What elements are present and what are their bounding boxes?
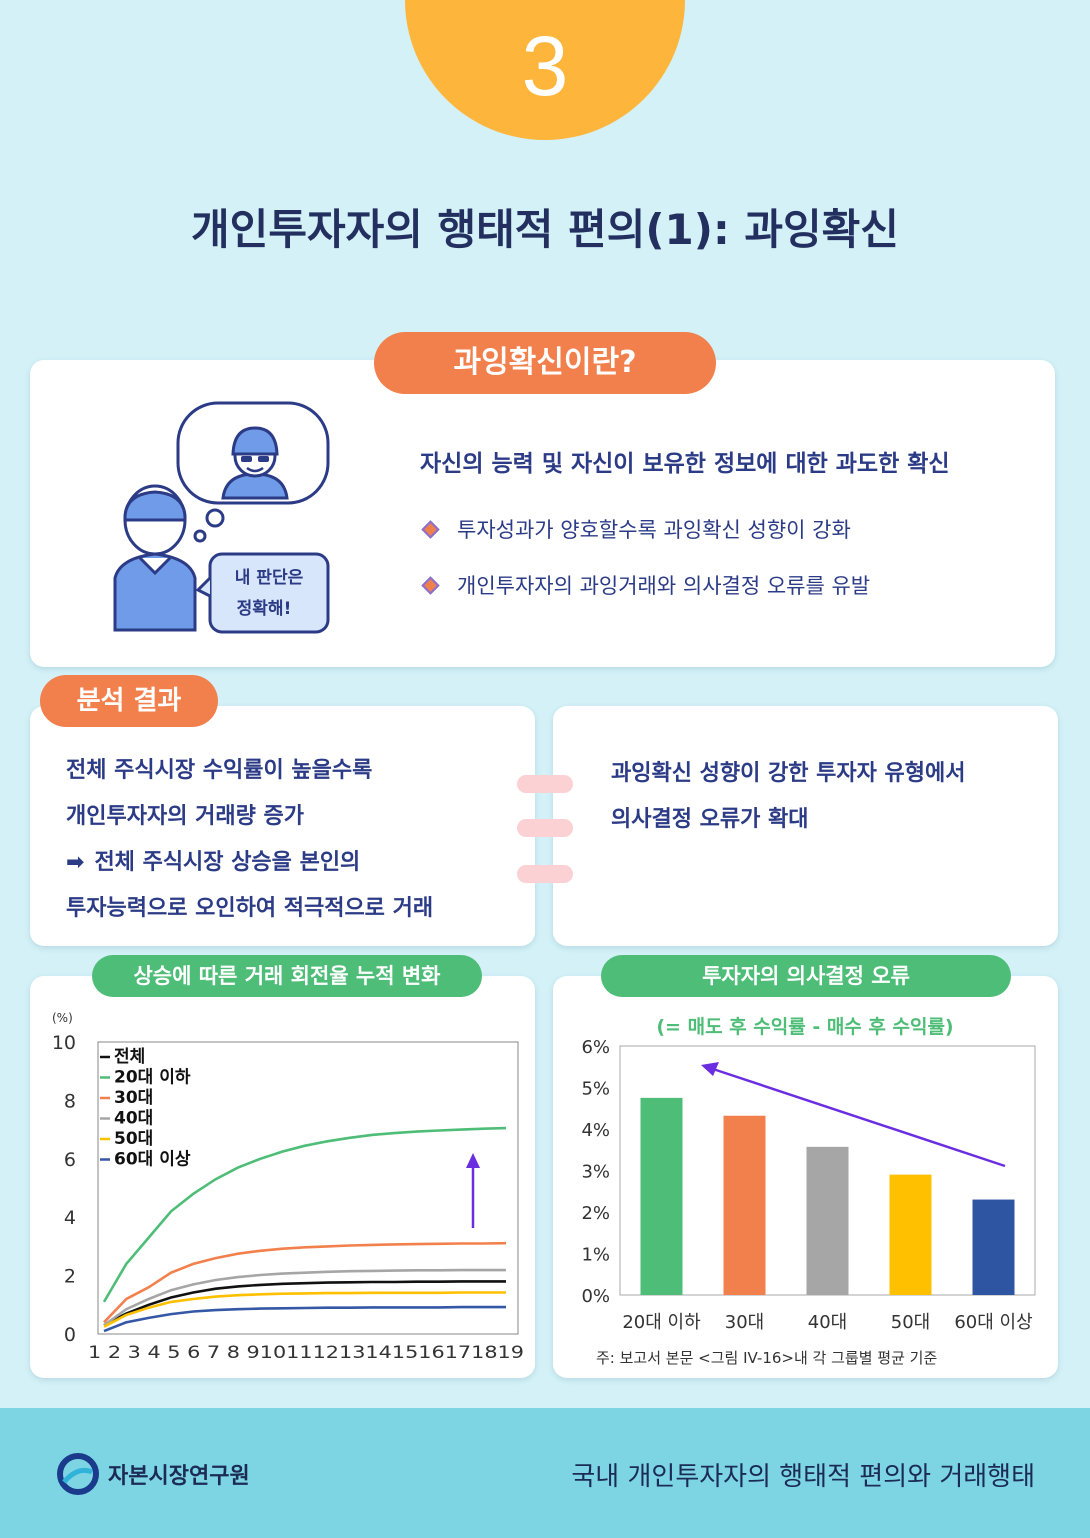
card-connector	[517, 819, 573, 837]
x-tick-label: 40대	[808, 1312, 847, 1333]
right-arrow-icon: ➡	[66, 850, 85, 875]
definition-pill: 과잉확신이란?	[374, 332, 716, 394]
analysis-left-line-3: ➡ 전체 주식시장 상승을 본인의	[66, 844, 360, 876]
x-tick-label: 50대	[891, 1312, 930, 1333]
y-tick-label: 6%	[581, 1037, 610, 1058]
analysis-left-line-4: 투자능력으로 오인하여 적극적으로 거래	[66, 896, 434, 921]
definition-bullet-1: 투자성과가 양호할수록 과잉확신 성향이 강화	[420, 514, 851, 544]
line-chart-title: 상승에 따른 거래 회전율 누적 변화	[92, 955, 482, 997]
x-tick-label: 60대 이상	[954, 1312, 1032, 1333]
y-tick-label: 6	[64, 1149, 76, 1171]
bar-20대 이하	[640, 1097, 683, 1295]
legend-label: 20대 이하	[114, 1068, 191, 1088]
y-tick-label: 2%	[581, 1203, 610, 1224]
y-tick-label: 0%	[581, 1286, 610, 1307]
org-name: 자본시장연구원	[108, 1464, 250, 1489]
bar-chart-card	[553, 976, 1058, 1378]
x-tick-label: 20대 이하	[622, 1312, 701, 1333]
plot-frame	[97, 1041, 519, 1335]
y-tick-label: 2	[64, 1266, 76, 1288]
bar-chart-title: 투자자의 의사결정 오류	[601, 955, 1011, 997]
diamond-bullet-icon	[421, 519, 440, 539]
speech-line-1: 내 판단은	[235, 568, 304, 588]
y-tick-label: 10	[52, 1032, 76, 1054]
y-tick-label: 4%	[581, 1120, 610, 1141]
footer	[0, 1408, 1090, 1538]
bar-60대 이상	[972, 1199, 1015, 1295]
y-tick-label: 1%	[581, 1245, 610, 1266]
y-tick-label: 3%	[581, 1162, 610, 1183]
x-tick-labels: 1 2 3 4 5 6 7 8 910111213141516171819	[88, 1343, 524, 1363]
up-arrow-head	[466, 1153, 480, 1168]
trend-arrow-shaft	[712, 1067, 1006, 1168]
kcmi-logo-icon	[57, 1453, 99, 1495]
definition-bullet-2: 개인투자자의 과잉거래와 의사결정 오류를 유발	[420, 570, 870, 600]
series-line-30대	[103, 1241, 507, 1324]
page-title: 개인투자자의 행태적 편의(1): 과잉확신	[191, 205, 899, 254]
legend-label: 60대 이상	[114, 1150, 191, 1170]
analysis-left-card	[30, 706, 535, 946]
y-tick-label: 8	[64, 1090, 76, 1112]
speech-line-2: 정확해!	[237, 599, 292, 619]
definition-text: 자신의 능력 및 자신이 보유한 정보에 대한 과도한 확신	[420, 451, 950, 477]
analysis-left-line-2: 개인투자자의 거래량 증가	[66, 804, 304, 829]
report-title: 국내 개인투자자의 행태적 편의와 거래행태	[571, 1462, 1035, 1492]
bar-40대	[806, 1146, 849, 1295]
legend-label: 30대	[114, 1088, 153, 1108]
legend-label: 전체	[114, 1047, 145, 1067]
y-tick-label: 0	[64, 1324, 76, 1346]
bullet-text: 투자성과가 양호할수록 과잉확신 성향이 강화	[457, 518, 851, 542]
analysis-right-card	[553, 706, 1058, 946]
analysis-left-line-1: 전체 주식시장 수익률이 높을수록	[66, 758, 373, 783]
analysis-right-line-2: 의사결정 오류가 확대	[611, 807, 809, 832]
analysis-right-line-1: 과잉확신 성향이 강한 투자자 유형에서	[611, 761, 966, 786]
series-line-40대	[103, 1268, 506, 1327]
series-line-60대 이상	[103, 1305, 506, 1333]
bar-50대	[889, 1174, 932, 1295]
section-number: 3	[521, 19, 569, 113]
y-tick-label: 5%	[581, 1079, 610, 1100]
card-connector	[517, 775, 573, 793]
overconfident-person-illustration: 내 판단은 정확해!	[113, 401, 330, 634]
series-line-20대 이하	[102, 1126, 507, 1303]
y-unit-label: (%)	[52, 1011, 73, 1025]
bullet-text: 개인투자자의 과잉거래와 의사결정 오류를 유발	[457, 574, 871, 598]
legend-label: 40대	[114, 1109, 153, 1129]
legend-label: 50대	[114, 1129, 153, 1149]
card-connector	[517, 865, 573, 883]
bar-chart-subtitle: (= 매도 후 수익률 - 매수 후 수익률)	[656, 1016, 954, 1038]
bar-chart: 0% 1% 2% 3% 4% 5% 6% 20대 이하 30대 40대 50대 60대 이상	[581, 1037, 1036, 1333]
series-line-전체	[103, 1280, 506, 1327]
analysis-left-line-3-text: 전체 주식시장 상승을 본인의	[94, 850, 361, 875]
bar-30대	[723, 1115, 766, 1295]
series-line-50대	[103, 1291, 506, 1328]
x-tick-label: 30대	[725, 1312, 764, 1333]
diamond-bullet-icon	[421, 575, 440, 595]
analysis-pill: 분석 결과	[40, 675, 218, 727]
bar-chart-note: 주: 보고서 본문 <그림 IV-16>내 각 그룹별 평균 기준	[596, 1349, 938, 1367]
y-tick-label: 4	[64, 1207, 76, 1229]
trend-arrow-head	[701, 1062, 719, 1076]
